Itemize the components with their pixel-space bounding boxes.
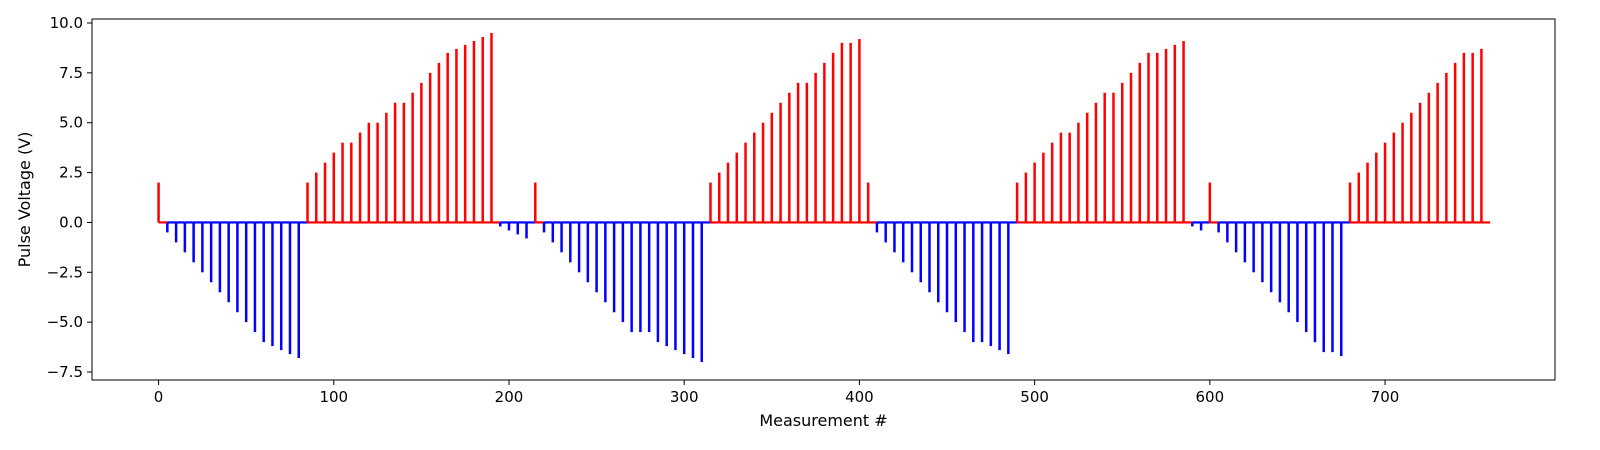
pulse-bars: [157, 32, 1483, 363]
x-tick-label: 0: [154, 388, 164, 406]
x-tick-label: 700: [1371, 388, 1400, 406]
y-tick-label: 7.5: [59, 64, 83, 82]
y-axis-ticks: −7.5 −5.0 −2.5 0.0 2.5 5.0 7.5 10.0: [47, 14, 92, 381]
x-tick-label: 500: [1020, 388, 1049, 406]
y-axis-label: Pulse Voltage (V): [15, 132, 34, 268]
y-tick-label: −5.0: [47, 313, 83, 331]
x-axis-label: Measurement #: [759, 411, 887, 430]
x-tick-label: 200: [495, 388, 524, 406]
x-tick-label: 400: [845, 388, 874, 406]
x-tick-label: 100: [319, 388, 348, 406]
x-axis-ticks: 0 100 200 300 400 500 600 700: [154, 380, 1400, 406]
y-tick-label: −2.5: [47, 263, 83, 281]
y-tick-label: 5.0: [59, 114, 83, 132]
x-tick-label: 600: [1196, 388, 1225, 406]
y-tick-label: −7.5: [47, 363, 83, 381]
y-tick-label: 2.5: [59, 164, 83, 182]
y-tick-label: 10.0: [50, 14, 83, 32]
y-tick-label: 0.0: [59, 213, 83, 231]
plot-frame: [91, 18, 1556, 381]
x-tick-label: 300: [670, 388, 699, 406]
